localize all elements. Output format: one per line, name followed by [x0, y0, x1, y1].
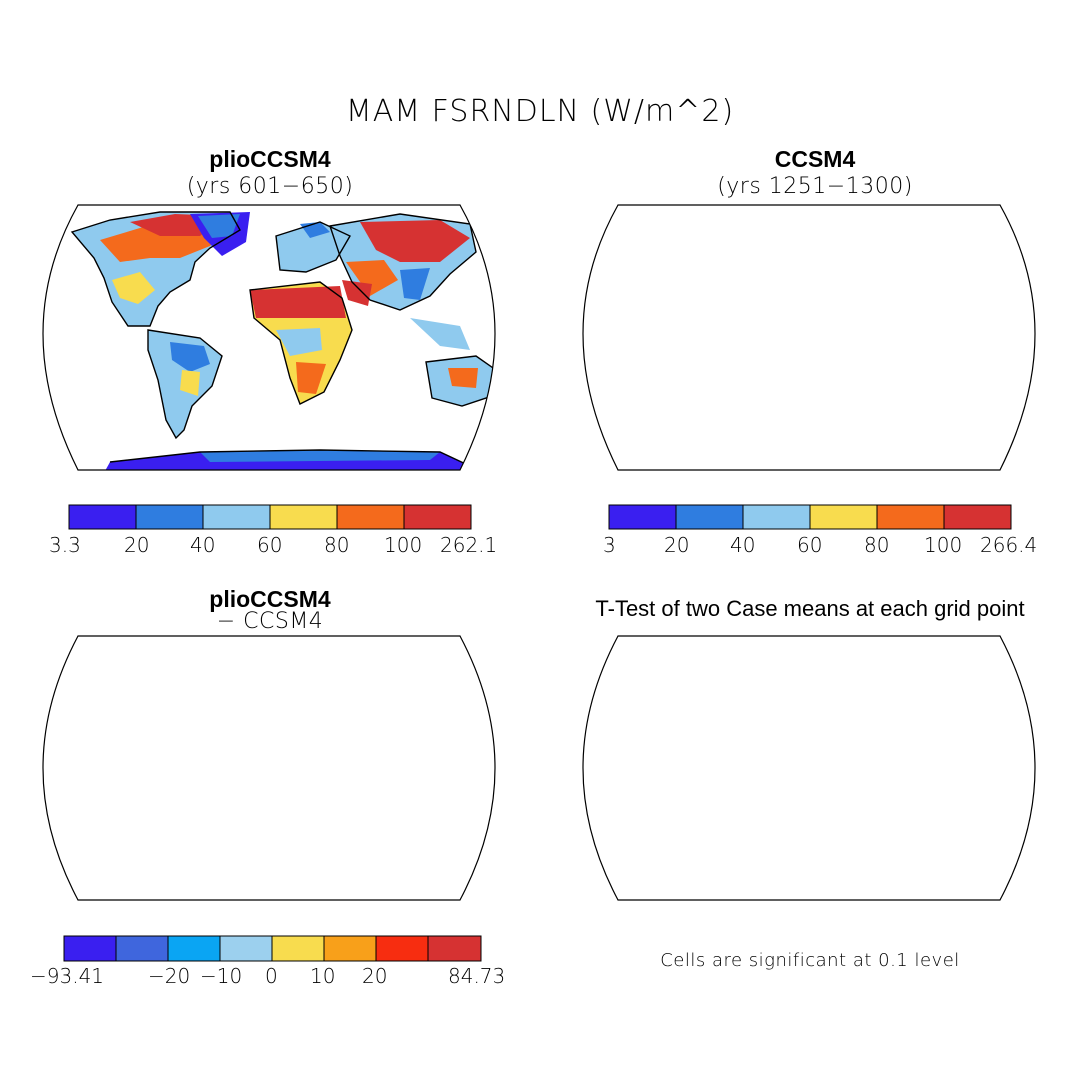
map-frame-bottom-left — [42, 635, 496, 901]
cb-tl-label: 80 — [324, 533, 350, 557]
cb-bl-label: −10 — [200, 964, 243, 988]
cb-tr-label: 20 — [664, 533, 690, 557]
cb-tr-label: 80 — [864, 533, 890, 557]
cb-bl-label: −93.41 — [30, 964, 105, 988]
cb-tl-label: 262.1 — [440, 533, 498, 557]
cb-bl-label: 20 — [362, 964, 388, 988]
map-frame-top-right — [582, 204, 1036, 471]
panel-top-left-title: plioCCSM4 — [209, 146, 331, 172]
cb-bl-label: 0 — [265, 964, 278, 988]
panel-bottom-left-title: plioCCSM4 — [209, 586, 331, 612]
cb-bl-label: 10 — [310, 964, 336, 988]
cb-tl-label: 40 — [190, 533, 216, 557]
cb-tr-label: 3 — [603, 533, 616, 557]
colorbar-top-right — [608, 504, 1012, 530]
cb-bl-label: −20 — [148, 964, 191, 988]
panel-bottom-left-subtitle: − CCSM4 — [216, 609, 324, 634]
map-frame-top-left — [42, 204, 496, 471]
colorbar-top-left-labels: 3.3 20 40 60 80 100 262.1 — [40, 533, 510, 559]
continents-top-left — [72, 212, 495, 470]
map-frame-bottom-right — [582, 635, 1036, 901]
cb-tl-label: 20 — [124, 533, 150, 557]
cb-tl-label: 100 — [384, 533, 423, 557]
colorbar-bottom-left-labels: −93.41 −20 −10 0 10 20 84.73 — [20, 964, 520, 990]
cb-tl-label: 60 — [257, 533, 283, 557]
map-bottom-left — [72, 644, 496, 912]
coastlines-top-left — [70, 211, 495, 467]
cb-tr-label: 266.4 — [980, 533, 1038, 557]
map-top-left — [70, 211, 495, 470]
map-top-right — [612, 212, 1036, 480]
panel-top-left-subtitle: (yrs 601−650) — [186, 174, 354, 199]
panel-top-right-subtitle: (yrs 1251−1300) — [717, 174, 913, 199]
colorbar-top-right-labels: 3 20 40 60 80 100 266.4 — [580, 533, 1060, 559]
colorbar-bottom-left — [63, 935, 482, 962]
cb-tr-label: 100 — [924, 533, 963, 557]
colorbar-top-left — [68, 504, 472, 530]
figure-title: MAM FSRNDLN (W/m^2) — [345, 94, 735, 129]
significance-note: Cells are significant at 0.1 level — [660, 950, 960, 971]
map-bottom-right — [612, 644, 1036, 912]
panel-top-right-title: CCSM4 — [774, 146, 856, 172]
cb-tr-label: 40 — [730, 533, 756, 557]
panel-bottom-right-title: T-Test of two Case means at each grid po… — [595, 596, 1025, 621]
cb-bl-label: 84.73 — [448, 964, 506, 988]
cb-tr-label: 60 — [797, 533, 823, 557]
insignificant-cells — [644, 664, 1014, 900]
cb-tl-label: 3.3 — [49, 533, 81, 557]
